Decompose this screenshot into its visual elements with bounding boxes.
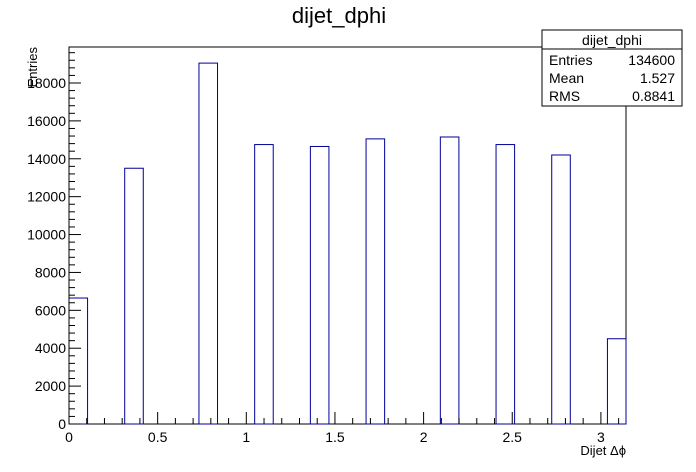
y-tick-label: 12000 <box>27 189 66 205</box>
y-tick-label: 16000 <box>27 113 66 129</box>
stats-box-frame <box>541 29 683 107</box>
stats-rms-value: 0.8841 <box>632 88 675 104</box>
stats-box-title: dijet_dphi <box>582 32 642 48</box>
stats-entries-label: Entries <box>549 52 593 68</box>
y-axis-label: Entries <box>25 47 40 88</box>
y-tick-label: 18000 <box>27 75 66 91</box>
stats-mean-label: Mean <box>549 70 584 86</box>
histogram-bar <box>198 62 219 425</box>
histogram-bar <box>365 138 386 425</box>
y-tick-label: 4000 <box>35 340 66 356</box>
chart-title: dijet_dphi <box>292 3 386 28</box>
x-tick-label: 1.5 <box>325 429 345 445</box>
y-tick-label: 8000 <box>35 264 66 280</box>
stats-rms-label: RMS <box>549 88 580 104</box>
histogram-bar <box>606 338 627 425</box>
y-tick-label: 10000 <box>27 227 66 243</box>
histogram-bar <box>254 144 274 425</box>
x-axis-label: Dijet Δϕ <box>580 443 626 458</box>
histogram-bar <box>551 154 571 425</box>
x-tick-label: 2 <box>420 429 428 445</box>
histogram-bar <box>309 145 330 425</box>
stats-mean-value: 1.527 <box>640 70 675 86</box>
y-tick-label: 0 <box>58 416 66 432</box>
histogram-bars <box>68 62 627 425</box>
stats-box: dijet_dphi Entries 134600 Mean 1.527 RMS… <box>541 29 683 107</box>
x-tick-label: 2.5 <box>503 429 523 445</box>
stats-entries-value: 134600 <box>628 52 675 68</box>
histogram-bar <box>439 136 460 425</box>
x-axis: 0 0.5 1 1.5 2 2.5 3 <box>65 412 620 445</box>
histogram-bar <box>495 144 516 425</box>
x-tick-label: 3 <box>597 429 605 445</box>
x-tick-label: 0.5 <box>148 429 168 445</box>
x-tick-label: 0 <box>65 429 73 445</box>
histogram-bar <box>68 297 89 425</box>
y-tick-label: 14000 <box>27 151 66 167</box>
y-tick-label: 6000 <box>35 302 66 318</box>
y-tick-label: 2000 <box>35 378 66 394</box>
y-axis: 0 2000 4000 6000 8000 10000 12000 14000 16000 180… <box>27 47 81 432</box>
histogram-bar <box>124 167 144 425</box>
x-tick-label: 1 <box>242 429 250 445</box>
